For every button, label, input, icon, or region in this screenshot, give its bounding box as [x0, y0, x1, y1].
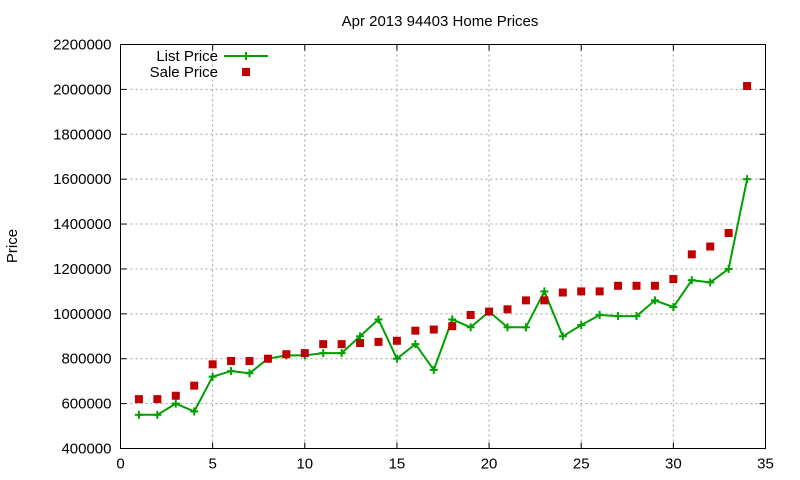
sale-price-point [521, 296, 530, 305]
x-tick-label: 0 [116, 456, 124, 473]
sale-price-point [319, 340, 328, 349]
list-price-point [319, 349, 328, 358]
list-price-point [650, 296, 659, 305]
list-price-point [411, 340, 420, 349]
list-price-point [208, 372, 217, 381]
list-price-point [337, 349, 346, 358]
sale-price-point [356, 339, 365, 348]
sale-price-point [208, 360, 217, 369]
sale-price-point [227, 356, 236, 365]
sale-price-point [650, 281, 659, 290]
sale-price-point [706, 242, 715, 251]
sale-price-point [171, 391, 180, 400]
list-price-point [706, 278, 715, 287]
sale-price-point [411, 326, 420, 335]
x-tick-label: 15 [389, 456, 406, 473]
sale-price-point [134, 395, 143, 404]
x-tick-label: 20 [481, 456, 498, 473]
list-price-point [743, 175, 752, 184]
sale-price-point [540, 296, 549, 305]
x-tick-label: 25 [573, 456, 590, 473]
series-layer [134, 82, 752, 419]
sale-price-point [300, 349, 309, 358]
list-price-point [521, 323, 530, 332]
sale-price-point [724, 229, 733, 238]
list-price-point [392, 354, 401, 363]
list-price-point [448, 315, 457, 324]
sale-price-point [263, 354, 272, 363]
y-axis-label: Price [4, 229, 21, 263]
sale-price-point [485, 307, 494, 316]
x-tick-label: 35 [757, 456, 774, 473]
chart-title: Apr 2013 94403 Home Prices [342, 13, 539, 30]
axis-ticks: 0 5 10 15 20 25 30 35 400000 600000 800000 1000000 1… [53, 37, 774, 473]
sale-price-point [687, 250, 696, 259]
sale-price-point [743, 82, 752, 91]
sale-price-point [632, 281, 641, 290]
list-price-point [632, 312, 641, 321]
y-tick-label: 1200000 [53, 261, 111, 278]
sale-price-point [429, 325, 438, 334]
series-line-list-price [138, 178, 749, 416]
sale-price-point [245, 356, 254, 365]
sale-price-point [190, 381, 199, 390]
sale-price-point [614, 281, 623, 290]
list-price-point [724, 264, 733, 273]
y-tick-label: 400000 [61, 441, 111, 458]
list-price-point [595, 310, 604, 319]
sale-price-point [577, 287, 586, 296]
list-price-point [577, 321, 586, 330]
list-price-point [134, 410, 143, 419]
list-price-point [356, 332, 365, 341]
x-tick-label: 10 [296, 456, 313, 473]
list-price-point [374, 315, 383, 324]
y-tick-label: 800000 [61, 351, 111, 368]
sale-price-point [448, 322, 457, 331]
sale-price-point [503, 305, 512, 314]
list-price-point [153, 410, 162, 419]
y-tick-label: 2000000 [53, 81, 111, 98]
list-price-point [687, 276, 696, 285]
list-price-point [540, 287, 549, 296]
sale-price-point [669, 275, 678, 284]
sale-price-point [558, 288, 567, 297]
sale-price-point [337, 340, 346, 349]
y-tick-label: 2200000 [53, 37, 111, 54]
list-price-point [558, 332, 567, 341]
y-tick-label: 1800000 [53, 126, 111, 143]
sale-price-point [392, 336, 401, 345]
list-price-point [190, 407, 199, 416]
legend-label: Sale Price [150, 64, 218, 81]
list-price-point [614, 312, 623, 321]
legend-plus-marker [242, 52, 250, 60]
list-price-point [227, 367, 236, 376]
sale-price-point [282, 350, 291, 359]
list-price-point [466, 323, 475, 332]
sale-price-point [153, 395, 162, 404]
list-price-point [503, 323, 512, 332]
x-tick-label: 30 [665, 456, 682, 473]
list-price-point [245, 369, 254, 378]
plot-frame [120, 44, 766, 449]
list-price-point [669, 303, 678, 312]
sale-price-point [374, 337, 383, 346]
list-price-point [171, 399, 180, 408]
y-tick-label: 1400000 [53, 216, 111, 233]
sale-price-point [595, 287, 604, 296]
legend-square-marker [242, 68, 250, 76]
x-tick-label: 5 [208, 456, 216, 473]
sale-price-point [466, 310, 475, 319]
y-tick-label: 1600000 [53, 171, 111, 188]
legend-label: List Price [156, 48, 218, 65]
y-tick-label: 600000 [61, 396, 111, 413]
list-price-point [429, 365, 438, 374]
grid [120, 44, 766, 449]
y-tick-label: 1000000 [53, 306, 111, 323]
